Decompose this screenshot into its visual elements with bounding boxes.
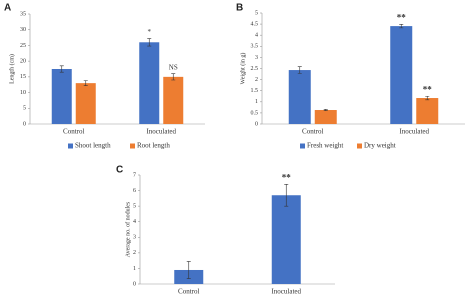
x-tick-label: Inoculated [399,128,429,136]
y-tick-label: 1 [255,99,258,105]
legend-swatch [68,143,73,149]
x-tick-label: Control [178,288,199,294]
error-bar [186,261,191,279]
significance-label: NS [169,63,178,71]
bar [139,42,160,124]
y-tick-label: 5 [255,10,258,16]
panel-label: C [116,165,123,176]
bar [288,70,311,124]
y-tick-label: 3 [255,55,258,61]
y-tick-label: 15 [20,74,26,80]
y-axis-label: Weight (in g) [239,53,246,85]
y-tick-label: 4.5 [251,21,259,27]
error-bar [83,80,88,86]
bar [314,110,337,124]
y-tick-label: 35 [20,11,26,17]
y-tick-label: 0.5 [251,110,259,116]
y-axis-label: Average no. of nodules [124,201,131,257]
panel-label: A [4,3,11,14]
legend-label: Fresh weight [307,142,343,150]
bar [416,98,439,124]
y-tick-label: 0 [133,281,136,287]
legend-swatch [300,143,305,149]
y-tick-label: 2 [133,250,136,256]
error-bar [147,38,152,47]
legend-label: Root length [137,142,170,150]
y-tick-label: 2 [255,77,258,83]
y-tick-label: 30 [20,27,26,33]
y-tick-label: 0 [23,121,26,127]
y-tick-label: 3.5 [251,44,259,50]
error-bar [59,65,64,73]
x-tick-label: Control [302,128,323,136]
y-tick-label: 2.5 [251,66,259,72]
y-tick-label: 1.5 [251,88,259,94]
x-tick-label: Inoculated [146,128,176,136]
y-tick-label: 5 [133,204,136,210]
legend-swatch [357,143,362,149]
legend-label: Dry weight [364,142,396,150]
legend-swatch [130,143,135,149]
error-bar [284,184,289,207]
significance-label: ** [282,172,292,182]
y-tick-label: 6 [133,188,136,194]
panel-label: B [236,3,243,14]
significance-label: ** [397,12,407,22]
x-tick-label: Inoculated [271,288,301,294]
y-tick-label: 1 [133,266,136,272]
bar [51,69,72,124]
significance-label: * [148,28,152,36]
x-tick-label: Control [63,128,84,136]
y-tick-label: 4 [133,219,136,225]
y-tick-label: 0 [255,121,258,127]
y-tick-label: 3 [133,235,136,241]
y-axis-label: Length (cm) [8,54,15,84]
y-tick-label: 4 [255,33,258,39]
error-bar [425,95,430,101]
y-tick-label: 10 [20,90,26,96]
error-bar [323,109,328,111]
y-tick-label: 25 [20,43,26,49]
bar [75,83,96,124]
bar [390,26,413,124]
bar [163,76,184,124]
bar [271,195,301,284]
y-tick-label: 20 [20,59,26,65]
legend-label: Shoot length [75,142,111,150]
error-bar [171,73,176,81]
error-bar [399,24,404,29]
significance-label: ** [423,84,433,94]
y-tick-label: 7 [133,172,136,178]
y-tick-label: 5 [23,106,26,112]
error-bar [297,66,302,74]
